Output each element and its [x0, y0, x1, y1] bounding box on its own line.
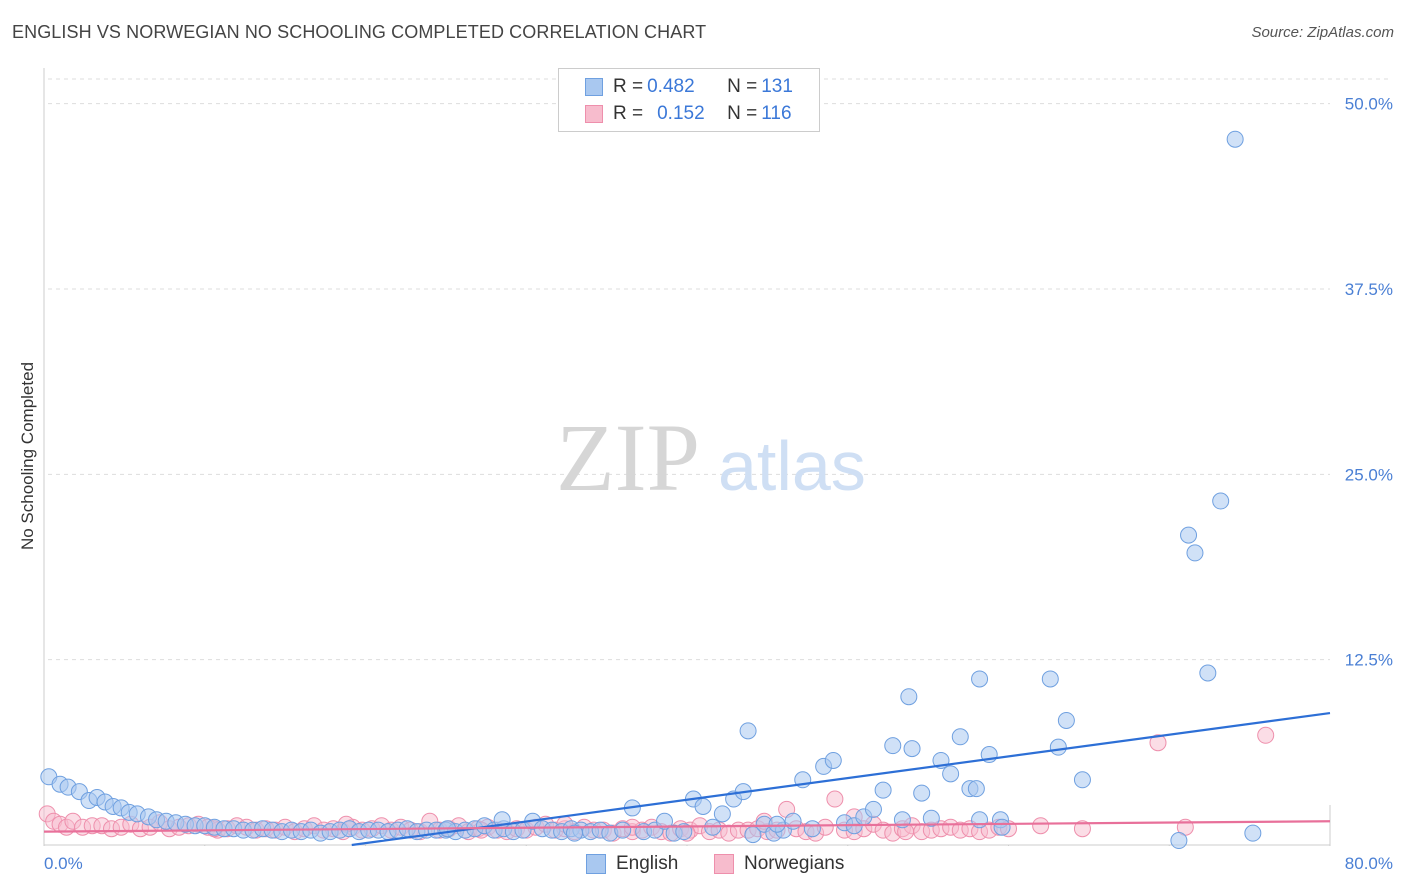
norwegians-r-value: 0.152 [657, 103, 705, 124]
english-point[interactable] [675, 823, 693, 841]
english-point[interactable] [768, 815, 786, 833]
english-point[interactable] [874, 781, 892, 799]
bottom-legend-norwegians[interactable]: Norwegians [714, 852, 844, 876]
english-trend-line [351, 711, 1331, 847]
english-point[interactable] [913, 784, 931, 802]
english-r-label: R = [613, 76, 644, 97]
english-point[interactable] [903, 740, 921, 758]
legend-row-english: R = 0.482 N = 131 [585, 74, 793, 100]
axis-layer [43, 68, 1331, 846]
y-tick-label: 25.0% [1345, 465, 1393, 484]
grid-layer [48, 78, 1392, 661]
correlation-legend: R = 0.482 N = 131 R = 0.152 N = 116 [558, 68, 820, 132]
bottom-english-swatch [586, 854, 606, 874]
trend-layer [43, 711, 1331, 847]
english-point[interactable] [803, 820, 821, 838]
english-point[interactable] [922, 809, 940, 827]
english-point[interactable] [971, 670, 989, 688]
y-tick-label: 50.0% [1345, 95, 1393, 114]
source-label: Source: ZipAtlas.com [1251, 24, 1394, 41]
y-tick-label: 12.5% [1345, 651, 1393, 670]
english-point[interactable] [1170, 832, 1188, 850]
english-point[interactable] [967, 780, 985, 798]
english-point[interactable] [1041, 670, 1059, 688]
bottom-english-label: English [616, 853, 679, 874]
english-point[interactable] [971, 811, 989, 829]
norwegians-n-value: 116 [761, 103, 792, 124]
norwegians-r-label: R = [613, 103, 644, 124]
english-point[interactable] [1186, 544, 1204, 562]
english-point[interactable] [1073, 771, 1091, 789]
english-point[interactable] [713, 805, 731, 823]
english-point[interactable] [864, 800, 882, 818]
norwegians-point[interactable] [1257, 726, 1275, 744]
english-swatch [585, 78, 603, 96]
english-point[interactable] [1180, 526, 1198, 544]
bottom-legend-english[interactable]: English [586, 852, 678, 876]
norwegians-swatch [585, 105, 603, 123]
english-point[interactable] [1226, 130, 1244, 148]
english-point[interactable] [1199, 664, 1217, 682]
english-point[interactable] [694, 797, 712, 815]
norwegians-n-label: N = [727, 103, 758, 124]
y-tick-labels: 12.5% 25.0% 37.5% 50.0% [1345, 95, 1393, 670]
watermark-zip: ZIP [556, 404, 700, 511]
english-n-label: N = [727, 76, 758, 97]
english-point[interactable] [1049, 738, 1067, 756]
english-point[interactable] [824, 751, 842, 769]
bottom-norwegians-label: Norwegians [744, 853, 845, 874]
watermark-atlas: atlas [718, 427, 866, 505]
norwegians-point[interactable] [1032, 817, 1050, 835]
norwegians-trend-line [43, 820, 1331, 833]
english-point[interactable] [951, 728, 969, 746]
english-point[interactable] [900, 688, 918, 706]
x-tick-label-min: 0.0% [44, 854, 83, 873]
chart-title: ENGLISH VS NORWEGIAN NO SCHOOLING COMPLE… [12, 22, 707, 42]
english-point[interactable] [1244, 824, 1262, 842]
english-point[interactable] [993, 818, 1011, 836]
english-point[interactable] [1057, 711, 1075, 729]
y-tick-label: 37.5% [1345, 280, 1393, 299]
english-point[interactable] [1212, 492, 1230, 510]
x-tick-label-max: 80.0% [1345, 854, 1393, 873]
norwegians-point[interactable] [826, 790, 844, 808]
english-n-value: 131 [761, 76, 793, 97]
english-point[interactable] [784, 812, 802, 830]
english-point[interactable] [614, 821, 632, 839]
legend-row-norwegians: R = 0.152 N = 116 [585, 101, 792, 127]
english-point[interactable] [942, 765, 960, 783]
bottom-norwegians-swatch [714, 854, 734, 874]
english-point[interactable] [565, 824, 583, 842]
english-point[interactable] [739, 722, 757, 740]
english-r-value: 0.482 [647, 76, 695, 97]
english-point[interactable] [655, 812, 673, 830]
english-point[interactable] [884, 737, 902, 755]
norwegians-point[interactable] [1073, 820, 1091, 838]
norwegians-point[interactable] [1149, 734, 1167, 752]
